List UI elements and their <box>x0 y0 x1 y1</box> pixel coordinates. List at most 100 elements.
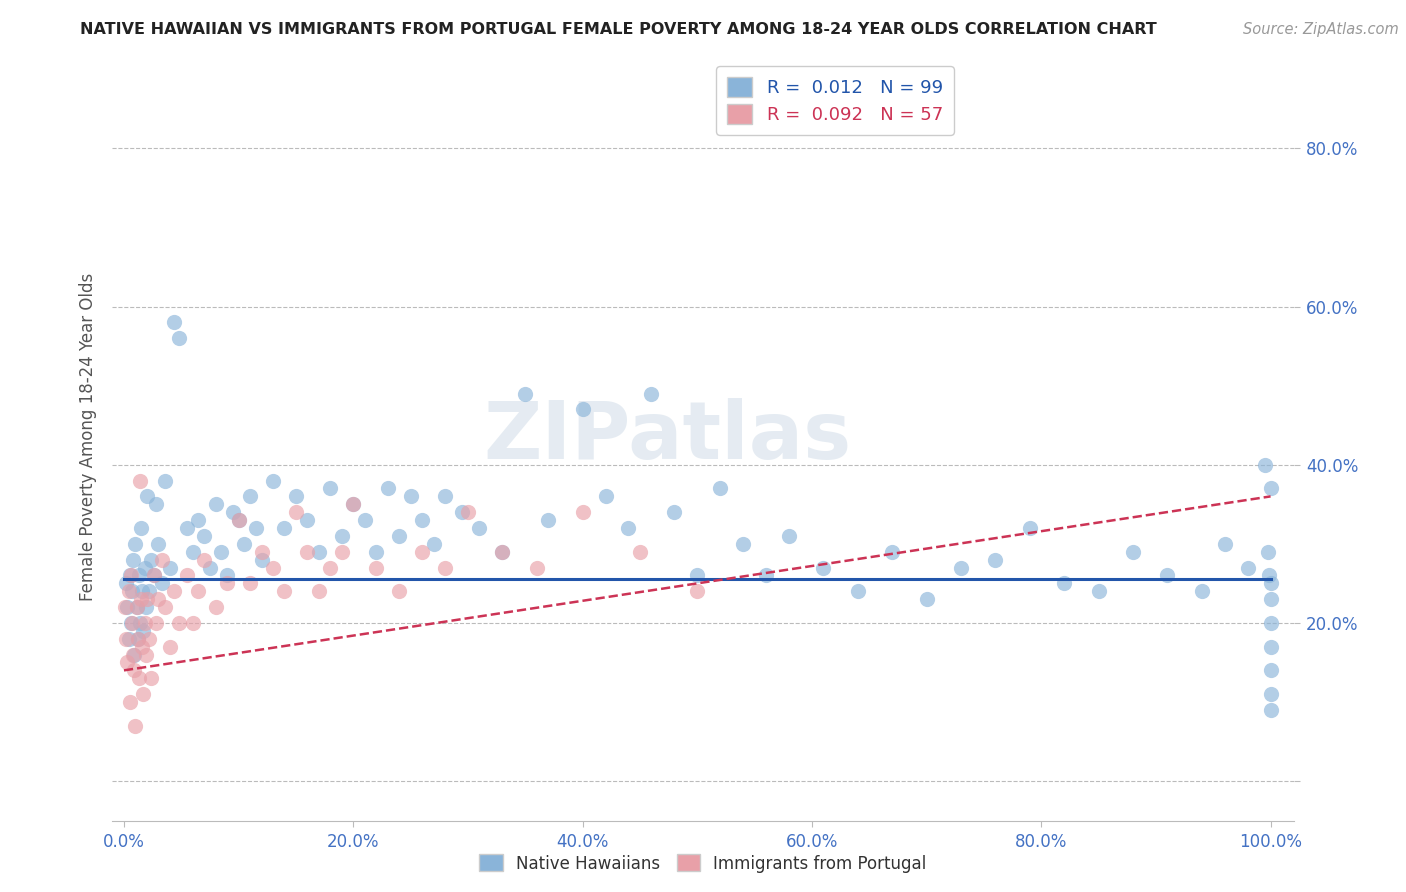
Point <box>163 584 186 599</box>
Point <box>297 545 319 559</box>
Point <box>155 474 177 488</box>
Point <box>388 584 411 599</box>
Point <box>132 624 155 638</box>
Point <box>204 600 226 615</box>
Point <box>167 615 190 630</box>
Point <box>181 615 204 630</box>
Point <box>115 576 138 591</box>
Text: NATIVE HAWAIIAN VS IMMIGRANTS FROM PORTUGAL FEMALE POVERTY AMONG 18-24 YEAR OLDS: NATIVE HAWAIIAN VS IMMIGRANTS FROM PORTU… <box>80 22 1157 37</box>
Point <box>187 584 209 599</box>
Point <box>709 482 731 496</box>
Point <box>129 521 152 535</box>
Point <box>181 545 204 559</box>
Point <box>122 648 145 662</box>
Point <box>118 695 141 709</box>
Point <box>118 568 141 582</box>
Point <box>209 545 232 559</box>
Point <box>1236 560 1258 574</box>
Point <box>457 505 479 519</box>
Point <box>233 537 256 551</box>
Point <box>491 545 513 559</box>
Point <box>434 560 457 574</box>
Point <box>755 568 778 582</box>
Point <box>1213 537 1236 551</box>
Point <box>142 568 165 582</box>
Point <box>148 537 170 551</box>
Point <box>1258 568 1281 582</box>
Point <box>117 600 139 615</box>
Point <box>239 489 262 503</box>
Point <box>114 600 136 615</box>
Point <box>1018 521 1040 535</box>
Point <box>150 552 173 566</box>
Point <box>134 615 156 630</box>
Point <box>228 513 250 527</box>
Point <box>1260 664 1282 678</box>
Point <box>491 545 513 559</box>
Point <box>686 584 709 599</box>
Point <box>125 600 148 615</box>
Point <box>451 505 474 519</box>
Point <box>115 632 138 646</box>
Point <box>353 513 375 527</box>
Point <box>628 545 651 559</box>
Point <box>515 386 537 401</box>
Point <box>366 545 388 559</box>
Point <box>319 560 342 574</box>
Point <box>308 545 330 559</box>
Point <box>273 521 295 535</box>
Point <box>127 632 149 646</box>
Point <box>1260 615 1282 630</box>
Point <box>813 560 835 574</box>
Point <box>245 521 267 535</box>
Point <box>217 568 239 582</box>
Legend: R =  0.012   N = 99, R =  0.092   N = 57: R = 0.012 N = 99, R = 0.092 N = 57 <box>716 66 953 135</box>
Point <box>134 560 156 574</box>
Point <box>733 537 755 551</box>
Point <box>1254 458 1277 472</box>
Point <box>262 560 284 574</box>
Point <box>1156 568 1178 582</box>
Point <box>640 386 662 401</box>
Point <box>222 505 245 519</box>
Point <box>187 513 209 527</box>
Point <box>308 584 330 599</box>
Point <box>1260 482 1282 496</box>
Point <box>1053 576 1076 591</box>
Point <box>882 545 904 559</box>
Point <box>1260 687 1282 701</box>
Y-axis label: Female Poverty Among 18-24 Year Olds: Female Poverty Among 18-24 Year Olds <box>79 273 97 601</box>
Point <box>135 592 157 607</box>
Point <box>686 568 709 582</box>
Point <box>1260 576 1282 591</box>
Point <box>1191 584 1213 599</box>
Point <box>284 489 307 503</box>
Point <box>1257 545 1279 559</box>
Point <box>388 529 411 543</box>
Point <box>1260 703 1282 717</box>
Point <box>122 664 145 678</box>
Point <box>124 719 146 733</box>
Point <box>297 513 319 527</box>
Point <box>239 576 262 591</box>
Point <box>141 552 163 566</box>
Point <box>262 474 284 488</box>
Point <box>150 576 173 591</box>
Point <box>131 584 153 599</box>
Point <box>537 513 560 527</box>
Point <box>193 552 215 566</box>
Point <box>399 489 422 503</box>
Point <box>148 592 170 607</box>
Point <box>159 640 181 654</box>
Point <box>122 648 145 662</box>
Point <box>571 402 593 417</box>
Point <box>984 552 1007 566</box>
Point <box>617 521 640 535</box>
Point <box>319 482 342 496</box>
Point <box>468 521 491 535</box>
Point <box>138 632 160 646</box>
Point <box>915 592 938 607</box>
Point <box>198 560 221 574</box>
Point <box>204 497 226 511</box>
Point <box>129 615 152 630</box>
